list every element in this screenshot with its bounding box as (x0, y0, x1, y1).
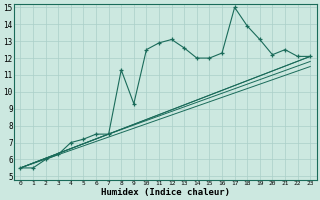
X-axis label: Humidex (Indice chaleur): Humidex (Indice chaleur) (101, 188, 230, 197)
